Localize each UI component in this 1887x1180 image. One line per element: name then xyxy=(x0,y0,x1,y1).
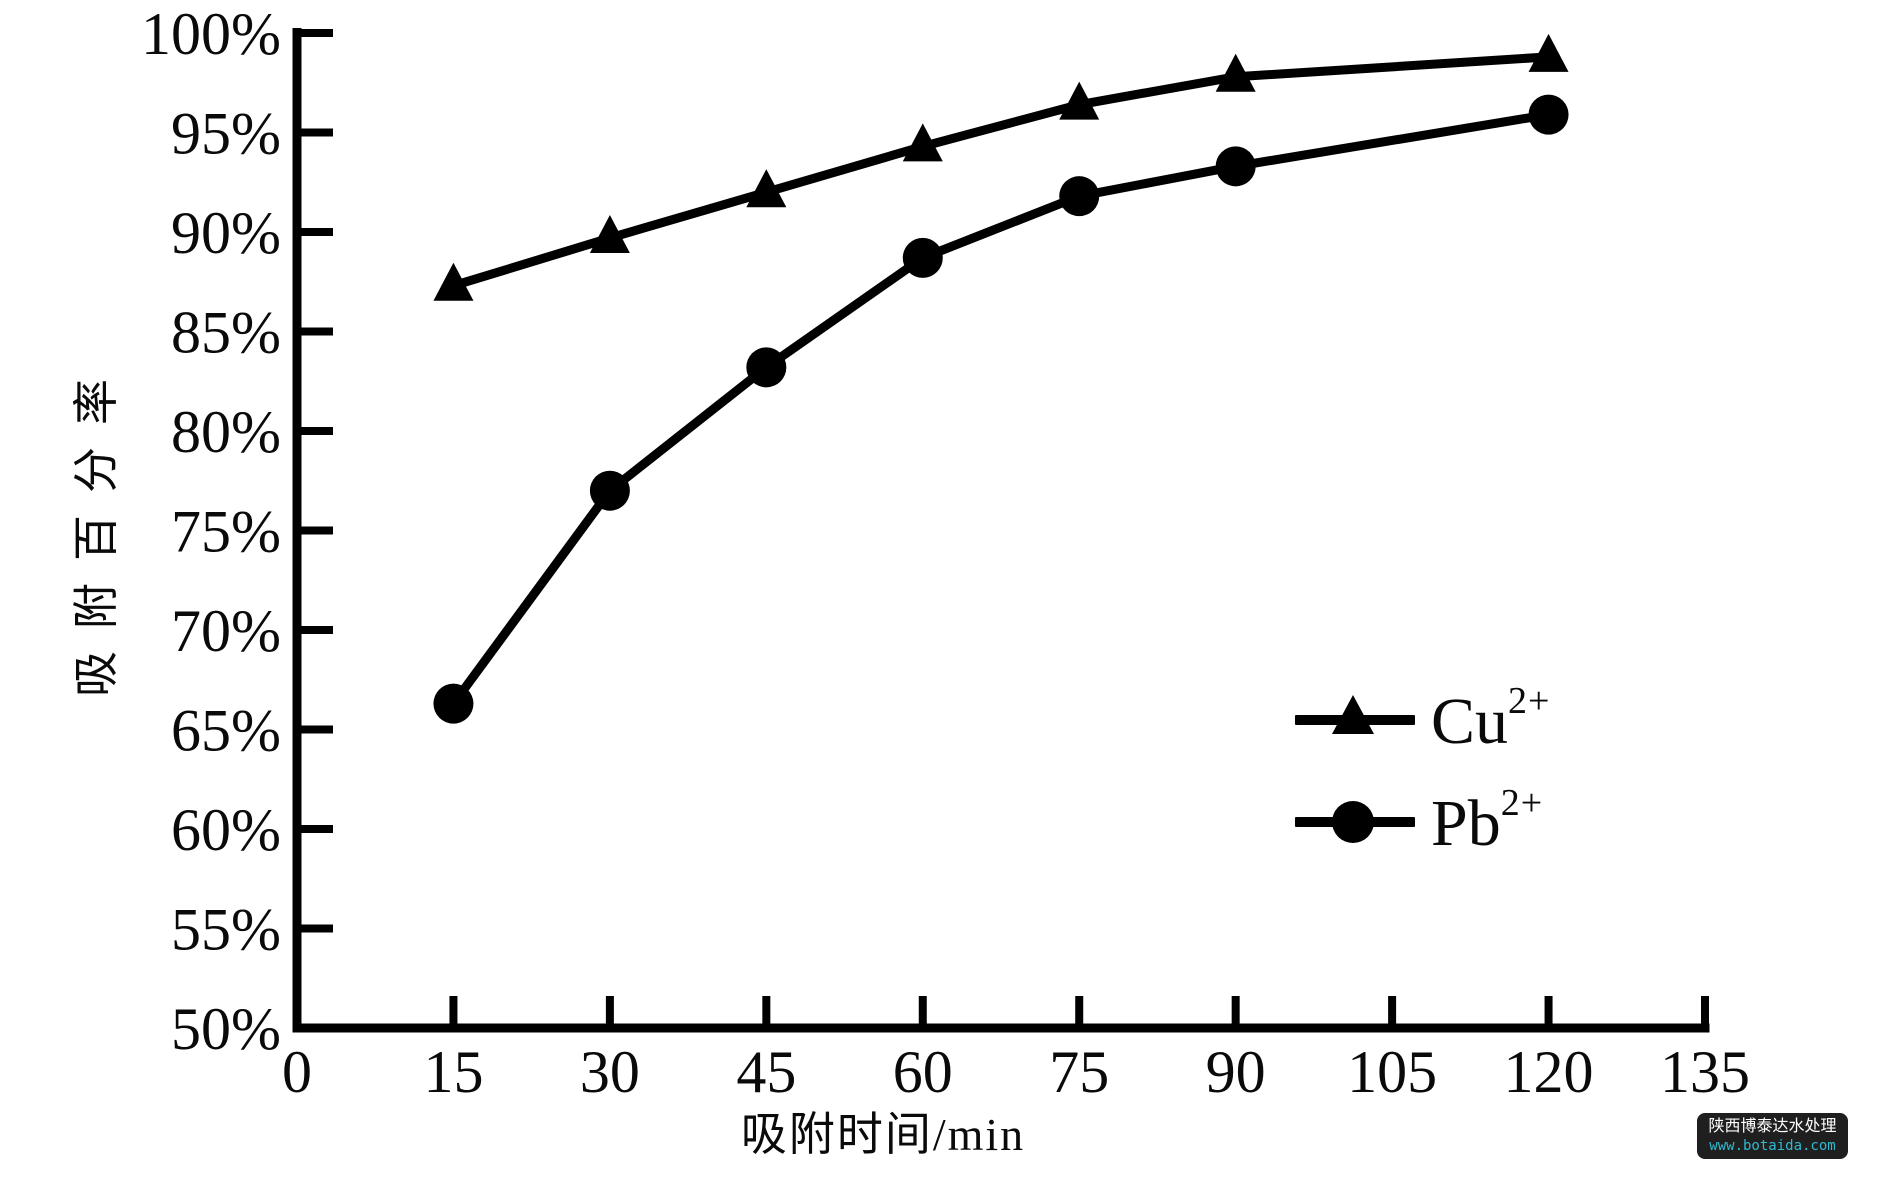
legend-label-pb: Pb2+ xyxy=(1431,782,1544,860)
pb-data-marker xyxy=(1215,146,1256,187)
pb-data-marker xyxy=(902,237,943,278)
x-tick-label: 90 xyxy=(1206,1039,1266,1105)
x-tick-label: 75 xyxy=(1049,1039,1109,1105)
x-tick-label: 60 xyxy=(893,1039,953,1105)
y-tick-label: 50% xyxy=(171,996,281,1062)
cu-data-marker xyxy=(746,169,787,208)
x-tick-label: 120 xyxy=(1504,1039,1594,1105)
x-tick-label: 0 xyxy=(282,1039,312,1105)
watermark-url-link[interactable]: www.botaida.com xyxy=(1709,1138,1836,1154)
watermark-company-text: 陕西博泰达水处理 xyxy=(1708,1118,1837,1135)
x-tick-label: 105 xyxy=(1347,1039,1437,1105)
cu-data-marker xyxy=(1059,81,1100,120)
legend-label-cu: Cu2+ xyxy=(1431,680,1551,758)
y-tick-label: 85% xyxy=(171,300,281,366)
pb-data-marker xyxy=(746,347,787,388)
y-tick-label: 90% xyxy=(171,200,281,266)
legend-item-cu: Cu2+ xyxy=(1295,680,1551,758)
cu-data-marker xyxy=(589,214,630,253)
watermark-badge: 陕西博泰达水处理 www.botaida.com xyxy=(1697,1113,1848,1159)
y-tick-label: 55% xyxy=(171,897,281,963)
y-tick-label: 95% xyxy=(171,101,281,167)
y-tick-label: 70% xyxy=(171,598,281,664)
pb-data-marker xyxy=(1059,176,1100,217)
y-tick-label: 100% xyxy=(141,1,281,67)
y-tick-label: 60% xyxy=(171,797,281,863)
y-tick-label: 80% xyxy=(171,399,281,465)
x-tick-label: 135 xyxy=(1660,1039,1750,1105)
circle-line-marker-icon xyxy=(1295,801,1415,843)
y-tick-label: 75% xyxy=(171,499,281,565)
y-tick-label: 65% xyxy=(171,698,281,764)
triangle-line-marker-icon xyxy=(1295,695,1415,734)
y-axis-title: 吸附百分率 xyxy=(71,357,122,697)
cu-data-marker xyxy=(433,262,474,301)
x-tick-label: 15 xyxy=(423,1039,483,1105)
x-tick-label: 30 xyxy=(580,1039,640,1105)
cu-data-marker xyxy=(1215,53,1256,92)
cu-data-marker xyxy=(1528,33,1569,72)
x-axis-title: 吸附时间/min xyxy=(740,1109,1026,1160)
pb-data-marker xyxy=(1528,94,1569,135)
x-tick-label: 45 xyxy=(736,1039,796,1105)
pb-data-marker xyxy=(589,470,630,511)
pb-series-line xyxy=(448,110,1554,709)
legend: Cu2+ Pb2+ xyxy=(1295,680,1551,860)
cu-data-marker xyxy=(902,123,943,162)
legend-item-pb: Pb2+ xyxy=(1295,782,1550,860)
pb-data-marker xyxy=(433,683,474,724)
